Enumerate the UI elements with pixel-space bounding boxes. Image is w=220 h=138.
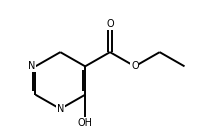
Text: O: O: [106, 19, 114, 29]
Text: O: O: [131, 61, 139, 71]
Text: N: N: [57, 104, 64, 114]
Text: N: N: [28, 61, 35, 71]
Text: OH: OH: [78, 118, 93, 128]
